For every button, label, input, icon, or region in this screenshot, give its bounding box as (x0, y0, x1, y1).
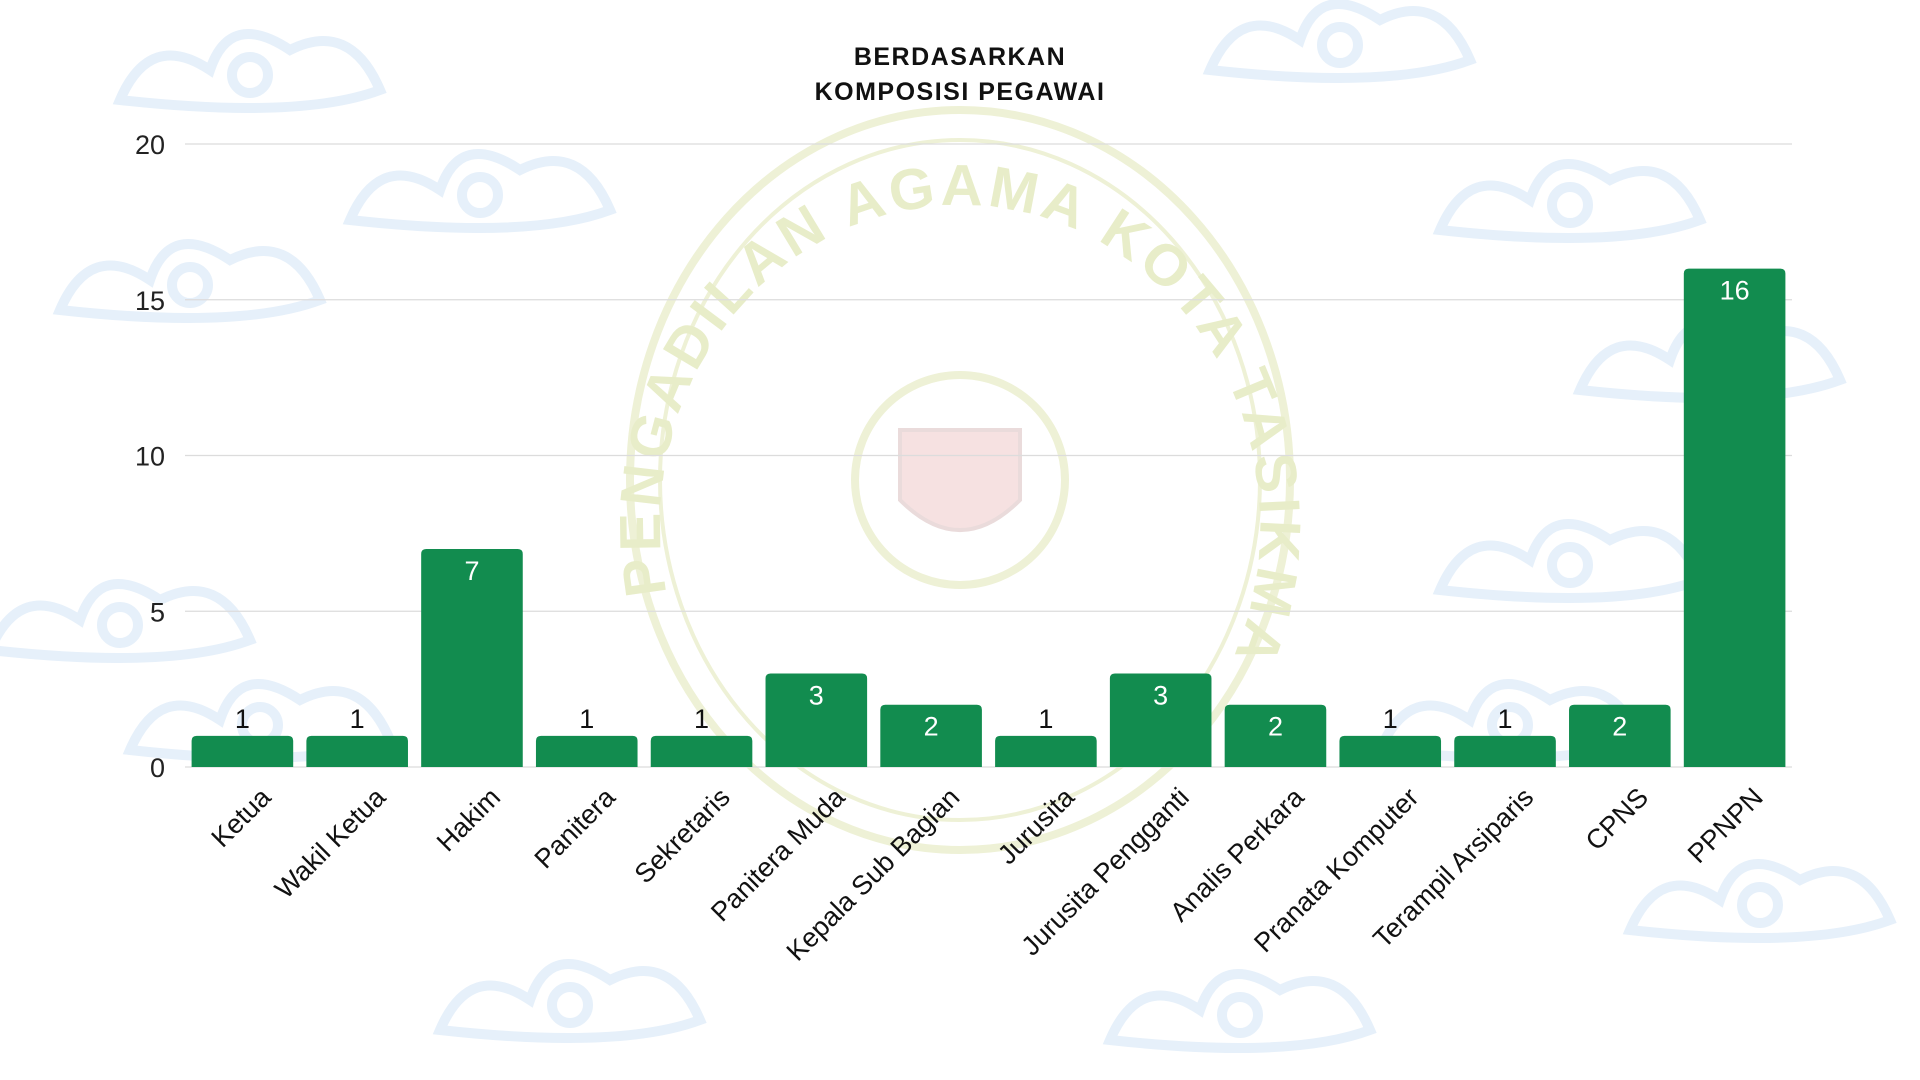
bar (1683, 268, 1786, 767)
bar (306, 735, 408, 767)
data-label: 1 (350, 704, 365, 734)
cloud-swirl-curl (1217, 992, 1263, 1038)
data-label: 3 (809, 681, 824, 711)
cloud-swirl (1202, 0, 1477, 83)
data-label: 2 (1268, 712, 1283, 742)
cloud-swirl-curl (457, 172, 503, 218)
bar (1339, 735, 1442, 767)
cloud-swirl (112, 29, 387, 113)
bar (191, 735, 294, 767)
cloud-swirl-curl (167, 262, 213, 308)
cloud-swirl-curl (1737, 882, 1783, 928)
x-tick-label: Jurusita (992, 781, 1081, 870)
cloud-swirl (1102, 969, 1377, 1053)
x-tick-label: Hakim (431, 782, 506, 857)
cloud-swirl-curl (547, 982, 593, 1028)
bar (421, 548, 523, 767)
cloud-swirl-curl (1317, 22, 1363, 68)
bar (1109, 673, 1212, 767)
data-label: 1 (1383, 704, 1398, 734)
data-labels: 1 1 7 1 1 3 2 1 3 2 1 1 2 16 (235, 276, 1750, 742)
data-label: 3 (1153, 681, 1168, 711)
cloud-swirl (1622, 859, 1897, 943)
x-tick-label: PPNPN (1682, 782, 1769, 869)
y-tick-label: 5 (150, 597, 165, 627)
chart-title-line-1: BERDASARKAN (854, 43, 1066, 71)
data-label: 2 (924, 712, 939, 742)
cloud-swirl (342, 149, 617, 233)
bar (650, 735, 753, 767)
data-label: 1 (1038, 704, 1053, 734)
x-tick-label: Wakil Ketua (269, 781, 392, 904)
bar (765, 673, 868, 767)
data-label: 2 (1612, 712, 1627, 742)
cloud-swirl (432, 959, 707, 1043)
bar (535, 735, 638, 767)
bar (880, 704, 982, 767)
x-tick-label: Panitera (529, 781, 622, 874)
cloud-swirl (1432, 159, 1707, 243)
cloud-swirl (52, 239, 327, 323)
bars (191, 268, 1786, 767)
y-tick-label: 10 (135, 442, 165, 472)
y-tick-label: 20 (135, 130, 165, 160)
data-label: 1 (235, 704, 250, 734)
y-tick-label: 0 (150, 753, 165, 783)
chart-title-line-2: KOMPOSISI PEGAWAI (815, 78, 1106, 106)
data-label: 1 (579, 704, 594, 734)
chart-title: BERDASARKAN KOMPOSISI PEGAWAI (815, 43, 1106, 106)
cloud-swirl (0, 579, 257, 663)
data-label: 7 (464, 556, 479, 586)
x-tick-label: CPNS (1580, 782, 1654, 856)
data-label: 16 (1720, 276, 1750, 306)
bar (1224, 704, 1327, 767)
bar (1569, 704, 1671, 767)
data-label: 1 (694, 704, 709, 734)
cloud-swirl-curl (97, 602, 143, 648)
data-label: 1 (1498, 704, 1513, 734)
x-tick-label: Sekretaris (629, 782, 736, 889)
bar (995, 735, 1097, 767)
y-tick-label: 15 (135, 286, 165, 316)
bar (1454, 735, 1556, 767)
x-tick-label: Ketua (206, 781, 278, 853)
y-axis-ticks: 0 5 10 15 20 (135, 130, 165, 783)
cloud-swirl-curl (227, 52, 273, 98)
cloud-swirl (1432, 519, 1707, 603)
cloud-swirl-curl (1547, 182, 1593, 228)
cloud-swirl-curl (1547, 542, 1593, 588)
